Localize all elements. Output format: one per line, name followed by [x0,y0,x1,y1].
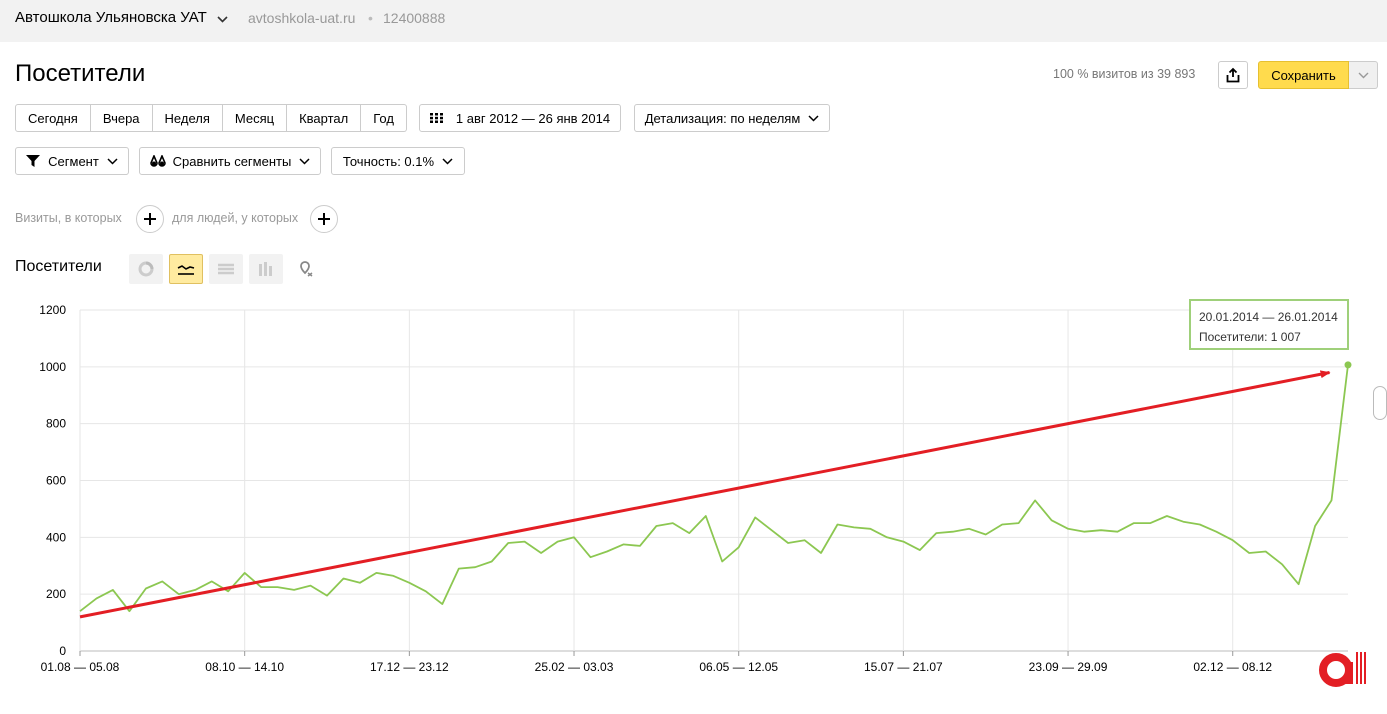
date-range-label: 1 авг 2012 — 26 янв 2014 [455,110,611,126]
x-tick-label: 17.12 — 23.12 [370,660,449,674]
y-tick-label: 1200 [39,303,66,317]
chart-type-area[interactable] [209,254,243,284]
period-year[interactable]: Год [361,104,407,132]
area-chart-icon [218,263,234,275]
x-tick-label: 02.12 — 08.12 [1193,660,1272,674]
add-people-condition-button[interactable] [310,205,338,233]
x-tick-label: 06.05 — 12.05 [699,660,778,674]
share-button[interactable] [1218,61,1248,89]
share-icon [1226,67,1240,83]
y-tick-label: 0 [59,644,66,658]
map-pin-icon [300,261,313,277]
detail-label: Детализация: по неделям [644,110,801,126]
plus-icon [144,213,156,225]
chart-type-line[interactable] [169,254,203,284]
chart-scroll-handle[interactable] [1373,386,1387,420]
counter-id: 12400888 [383,10,446,26]
chevron-down-icon [442,157,453,165]
bar-chart-icon [259,262,272,276]
chart-type-map[interactable] [289,254,323,284]
x-tick-label: 15.07 — 21.07 [864,660,943,674]
segment-label: Сегмент [48,153,99,169]
period-today[interactable]: Сегодня [15,104,91,132]
x-tick-label: 23.09 — 29.09 [1029,660,1108,674]
y-tick-label: 800 [46,417,66,431]
save-options-button[interactable] [1349,61,1378,89]
save-button[interactable]: Сохранить [1258,61,1349,89]
compare-segments-dropdown[interactable]: Сравнить сегменты [139,147,321,175]
x-tick-label: 08.10 — 14.10 [205,660,284,674]
chevron-down-icon [299,157,310,165]
chart-type-pie[interactable] [129,254,163,284]
top-bar: Автошкола Ульяновска УАТ avtoshkola-uat.… [0,0,1387,42]
trend-arrow [79,370,1331,619]
chart-type-bar[interactable] [249,254,283,284]
visits-filter-label: Визиты, в которых [15,211,122,225]
people-filter-label: для людей, у которых [172,211,299,225]
separator: • [368,10,373,26]
pie-chart-icon [138,261,154,277]
add-visits-condition-button[interactable] [136,205,164,233]
x-tick-label: 25.02 — 03.03 [535,660,614,674]
visitors-line-chart: 0 200 400 600 800 1000 1200 01.08 — 05.08 08.10… [39,303,1352,674]
site-url[interactable]: avtoshkola-uat.ru [248,10,356,26]
period-selector: Сегодня Вчера Неделя Месяц Квартал Год [15,104,407,132]
tooltip-value: Посетители: 1 007 [1199,330,1301,344]
site-selector[interactable]: Автошкола Ульяновска УАТ [15,9,228,27]
date-range-button[interactable]: 1 авг 2012 — 26 янв 2014 [419,104,621,132]
page-title: Посетители [15,60,146,87]
period-quarter[interactable]: Квартал [287,104,362,132]
site-name: Автошкола Ульяновска УАТ [15,9,207,26]
chevron-down-icon [107,157,118,165]
compare-icon [149,155,166,167]
data-point[interactable] [1344,361,1352,369]
y-tick-label: 400 [46,530,66,544]
accuracy-dropdown[interactable]: Точность: 0.1% [331,147,465,175]
visits-info: 100 % визитов из 39 893 [1053,67,1196,81]
chevron-down-icon [1358,72,1368,78]
y-tick-label: 200 [46,587,66,601]
chevron-down-icon [808,114,819,122]
calendar-icon [429,113,443,123]
compare-label: Сравнить сегменты [172,153,292,169]
chart-title: Посетители [15,258,102,275]
x-tick-label: 01.08 — 05.08 [41,660,120,674]
visitors-series-line [79,364,1349,613]
segment-dropdown[interactable]: Сегмент [15,147,129,175]
detail-dropdown[interactable]: Детализация: по неделям [634,104,830,132]
plus-icon [318,213,330,225]
filter-icon [26,155,41,167]
y-tick-label: 600 [46,474,66,488]
period-week[interactable]: Неделя [152,104,223,132]
accell-logo [1319,652,1366,687]
tooltip-range: 20.01.2014 — 26.01.2014 [1199,310,1338,324]
accuracy-label: Точность: 0.1% [342,153,435,169]
chart-tooltip: 20.01.2014 — 26.01.2014 Посетители: 1 00… [1189,299,1349,350]
period-month[interactable]: Месяц [222,104,288,132]
y-tick-label: 1000 [39,360,66,374]
chevron-down-icon [217,10,228,27]
line-chart-icon [177,265,195,275]
period-yesterday[interactable]: Вчера [90,104,153,132]
